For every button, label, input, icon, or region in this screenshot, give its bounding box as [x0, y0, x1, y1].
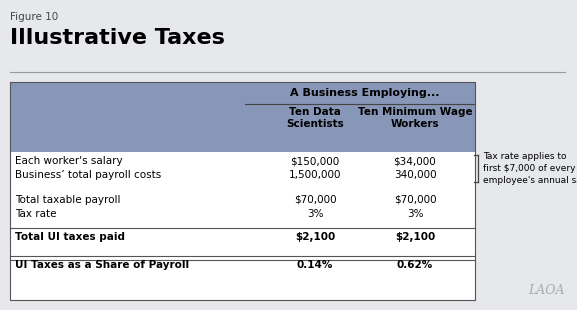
Text: $34,000: $34,000	[394, 156, 436, 166]
Text: Tax rate applies to
first $7,000 of every
employee's annual salary.: Tax rate applies to first $7,000 of ever…	[483, 152, 577, 185]
Text: 340,000: 340,000	[394, 170, 436, 180]
Text: Figure 10: Figure 10	[10, 12, 58, 22]
Bar	[10, 152, 475, 300]
Bar	[10, 82, 475, 152]
Text: A Business Employing...: A Business Employing...	[290, 88, 440, 98]
Text: Illustrative Taxes: Illustrative Taxes	[10, 28, 225, 48]
Text: 3%: 3%	[307, 209, 323, 219]
Text: Tax rate: Tax rate	[15, 209, 57, 219]
Text: LAOA: LAOA	[529, 284, 565, 296]
Text: Ten Minimum Wage
Workers: Ten Minimum Wage Workers	[358, 107, 473, 129]
Text: Each worker's salary: Each worker's salary	[15, 156, 123, 166]
Text: Total taxable payroll: Total taxable payroll	[15, 195, 121, 205]
Text: $150,000: $150,000	[290, 156, 340, 166]
Text: 0.14%: 0.14%	[297, 260, 333, 270]
Text: 0.62%: 0.62%	[397, 260, 433, 270]
Text: $70,000: $70,000	[294, 195, 336, 205]
Text: 1,500,000: 1,500,000	[288, 170, 341, 180]
Text: Business’ total payroll costs: Business’ total payroll costs	[15, 170, 161, 180]
Text: UI Taxes as a Share of Payroll: UI Taxes as a Share of Payroll	[15, 260, 189, 270]
Text: Ten Data
Scientists: Ten Data Scientists	[286, 107, 344, 129]
Text: $2,100: $2,100	[395, 232, 435, 242]
Text: $2,100: $2,100	[295, 232, 335, 242]
Text: $70,000: $70,000	[394, 195, 436, 205]
Text: Total UI taxes paid: Total UI taxes paid	[15, 232, 125, 242]
Text: 3%: 3%	[407, 209, 424, 219]
